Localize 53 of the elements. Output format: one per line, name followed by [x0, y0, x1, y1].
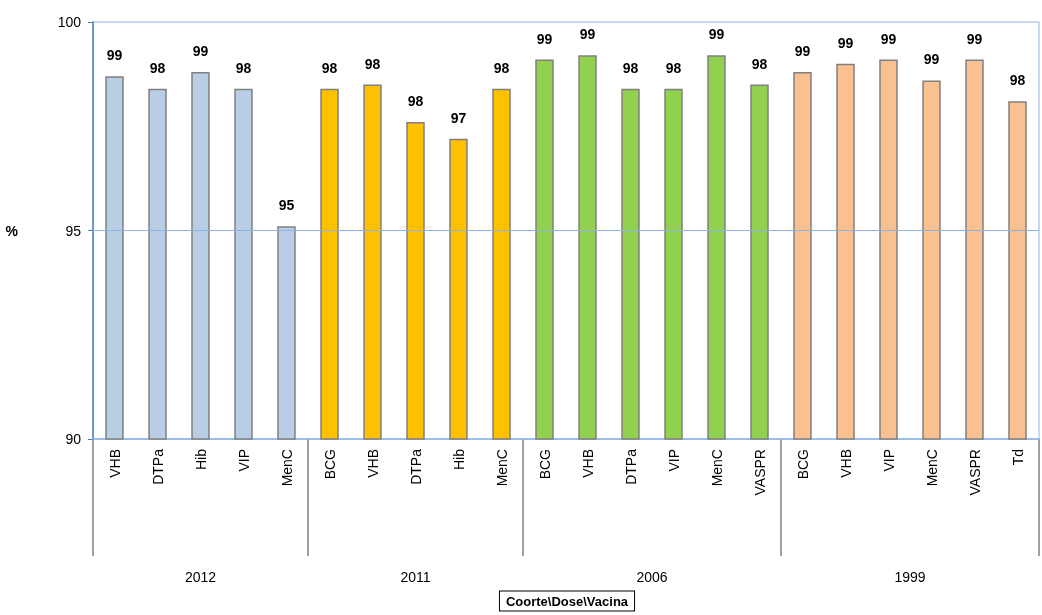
x-tick-label: VIP — [665, 449, 682, 472]
data-label: 95 — [278, 197, 295, 214]
data-label: 98 — [665, 59, 682, 76]
data-label: 98 — [321, 59, 338, 76]
data-label: 99 — [536, 30, 553, 47]
x-tick-label: VIP — [235, 449, 252, 472]
data-label: 98 — [622, 59, 639, 76]
data-label: 99 — [192, 43, 209, 60]
data-label: 99 — [579, 26, 596, 43]
data-label: 99 — [923, 51, 940, 68]
x-tick-label: MenC — [278, 449, 295, 487]
y-tick-label: 90 — [65, 431, 82, 447]
x-tick-label: BCG — [321, 449, 338, 480]
text: 2012 — [184, 569, 217, 585]
x-tick-label: BCG — [536, 449, 553, 480]
data-label: 97 — [450, 109, 467, 126]
data-label: 98 — [364, 55, 381, 72]
text: 1999 — [894, 569, 926, 585]
x-tick-label: VHB — [106, 449, 123, 478]
x-tick-label: DTPa — [622, 448, 639, 485]
x-tick-label: Hib — [192, 448, 209, 471]
data-label: 99 — [794, 43, 811, 60]
data-label: 98 — [407, 93, 424, 110]
x-tick-label: MenC — [493, 449, 510, 487]
x-tick-label: BCG — [794, 449, 811, 480]
x-tick-label: Td — [1009, 449, 1026, 466]
data-label: 98 — [493, 59, 510, 76]
data-label: 98 — [149, 59, 166, 76]
data-label: 99 — [966, 30, 983, 47]
data-label: 99 — [837, 34, 854, 51]
x-tick-label: VASPR — [966, 449, 983, 496]
y-tick-label: 95 — [65, 222, 82, 239]
x-tick-label: VHB — [837, 449, 854, 478]
x-tick-label: DTPa — [149, 448, 166, 485]
data-label: 99 — [880, 30, 897, 47]
y-axis-title: % — [5, 222, 19, 239]
x-tick-label: VHB — [364, 449, 381, 478]
data-label: 98 — [235, 59, 252, 76]
x-tick-label: VHB — [579, 449, 596, 478]
text: 2011 — [400, 569, 431, 585]
data-label: 99 — [106, 47, 123, 64]
x-tick-label: Hib — [450, 448, 467, 471]
x-tick-label: VASPR — [751, 449, 768, 496]
x-tick-label: MenC — [923, 449, 940, 487]
x-tick-label: MenC — [708, 449, 725, 487]
y-tick-label: 100 — [57, 14, 82, 30]
x-tick-label: DTPa — [407, 448, 424, 485]
data-label: 98 — [751, 55, 768, 72]
data-label: 99 — [708, 26, 725, 43]
data-label: 98 — [1009, 72, 1026, 89]
x-tick-label: VIP — [880, 449, 897, 472]
text: Coorte\Dose\Vacina — [505, 593, 629, 609]
text: 2006 — [636, 569, 668, 585]
